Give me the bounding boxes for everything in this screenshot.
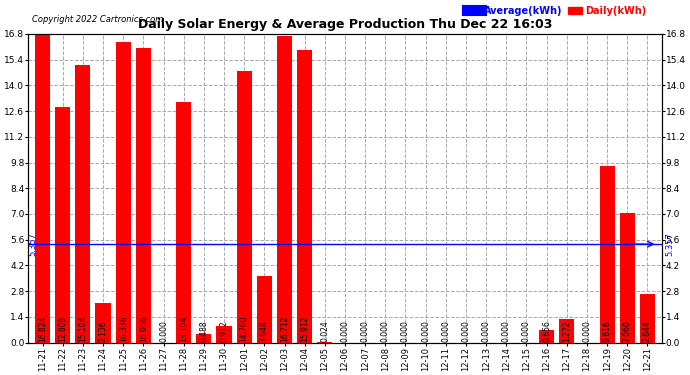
Text: 5.357: 5.357 — [666, 232, 675, 256]
Text: 0.000: 0.000 — [582, 320, 591, 342]
Text: 16.056: 16.056 — [139, 315, 148, 342]
Title: Daily Solar Energy & Average Production Thu Dec 22 16:03: Daily Solar Energy & Average Production … — [138, 18, 552, 32]
Text: 0.000: 0.000 — [401, 320, 410, 342]
Text: 0.000: 0.000 — [381, 320, 390, 342]
Bar — [176, 102, 191, 342]
Bar — [559, 319, 574, 342]
Bar — [620, 213, 635, 342]
Text: 3.648: 3.648 — [260, 320, 269, 342]
Bar — [35, 33, 50, 342]
Bar — [600, 166, 615, 342]
Text: 0.000: 0.000 — [361, 320, 370, 342]
Text: 0.000: 0.000 — [522, 320, 531, 342]
Text: 0.000: 0.000 — [442, 320, 451, 342]
Text: 12.808: 12.808 — [58, 315, 67, 342]
Text: 16.336: 16.336 — [119, 315, 128, 342]
Bar — [277, 36, 292, 342]
Bar — [95, 303, 110, 342]
Bar — [539, 330, 554, 342]
Text: 5.357: 5.357 — [28, 232, 37, 256]
Text: 16.824: 16.824 — [38, 315, 47, 342]
Bar — [237, 71, 252, 342]
Text: 15.912: 15.912 — [300, 315, 309, 342]
Text: 0.912: 0.912 — [219, 320, 228, 342]
Text: Copyright 2022 Cartronics.com: Copyright 2022 Cartronics.com — [32, 15, 163, 24]
Text: 0.656: 0.656 — [542, 320, 551, 342]
Text: 7.060: 7.060 — [623, 320, 632, 342]
Bar — [297, 50, 313, 342]
Legend: Average(kWh), Daily(kWh): Average(kWh), Daily(kWh) — [463, 2, 651, 20]
Text: 2.644: 2.644 — [643, 320, 652, 342]
Text: 14.760: 14.760 — [239, 315, 248, 342]
Text: 9.616: 9.616 — [602, 320, 611, 342]
Bar — [136, 48, 151, 342]
Text: 0.000: 0.000 — [482, 320, 491, 342]
Bar — [640, 294, 655, 342]
Bar — [75, 65, 90, 342]
Bar — [55, 107, 70, 342]
Bar — [257, 276, 272, 342]
Text: 15.104: 15.104 — [79, 315, 88, 342]
Bar — [197, 334, 211, 342]
Text: 2.136: 2.136 — [99, 320, 108, 342]
Text: 0.000: 0.000 — [421, 320, 430, 342]
Text: 0.488: 0.488 — [199, 320, 208, 342]
Text: 0.000: 0.000 — [462, 320, 471, 342]
Text: 16.712: 16.712 — [280, 315, 289, 342]
Text: 13.104: 13.104 — [179, 315, 188, 342]
Text: 0.024: 0.024 — [320, 320, 329, 342]
Text: 0.000: 0.000 — [340, 320, 350, 342]
Text: 1.272: 1.272 — [562, 320, 571, 342]
Bar — [217, 326, 232, 342]
Bar — [116, 42, 131, 342]
Text: 0.000: 0.000 — [502, 320, 511, 342]
Text: 0.000: 0.000 — [159, 320, 168, 342]
